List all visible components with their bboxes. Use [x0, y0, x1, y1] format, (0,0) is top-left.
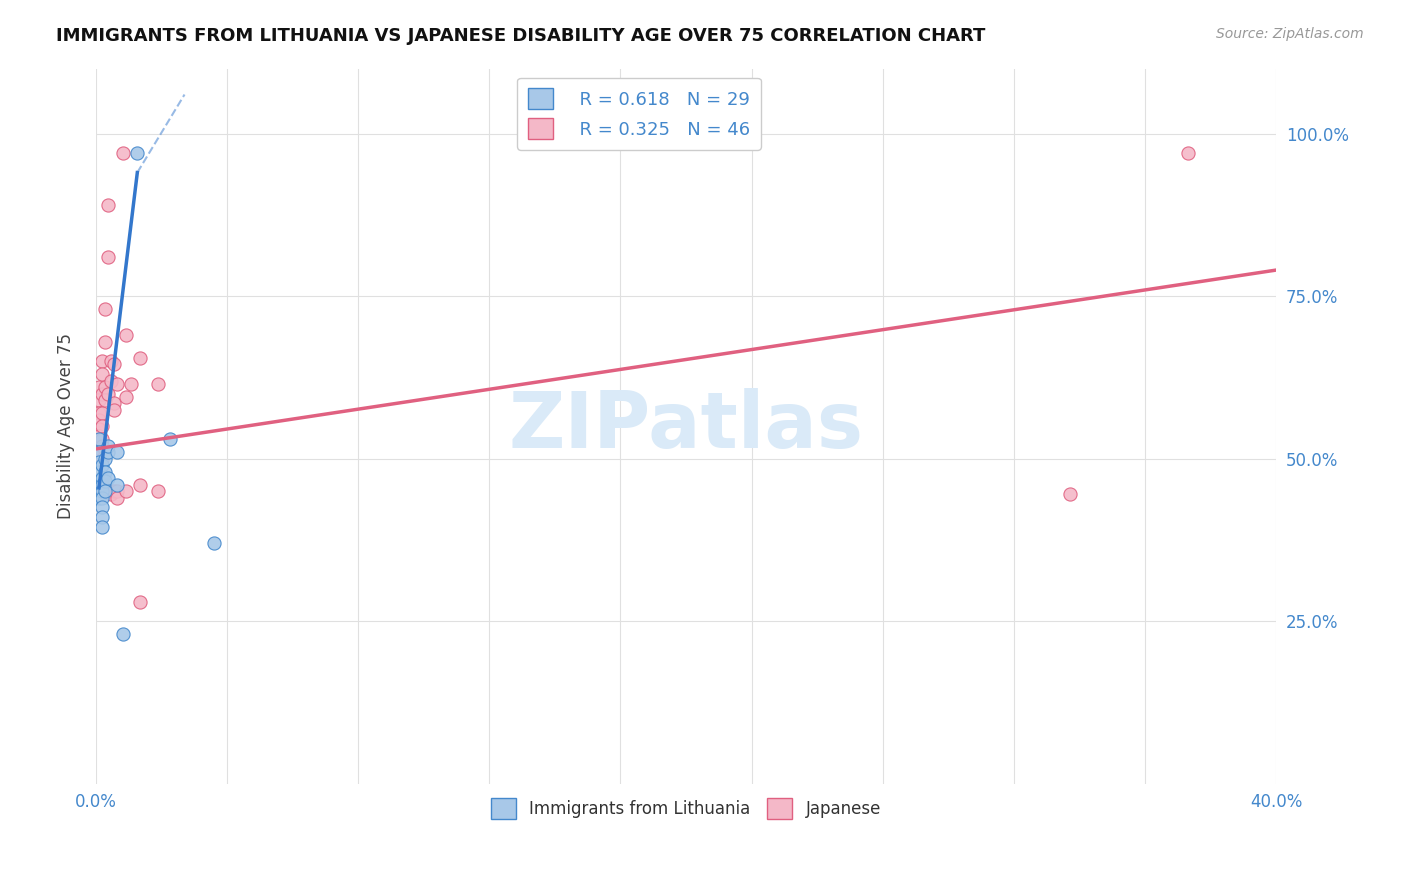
Point — [87, 422, 110, 436]
Point — [90, 500, 112, 515]
Point — [94, 465, 117, 479]
Point — [97, 250, 120, 264]
Point — [120, 376, 142, 391]
Point — [90, 439, 112, 453]
Legend: Immigrants from Lithuania, Japanese: Immigrants from Lithuania, Japanese — [485, 792, 887, 825]
Point — [105, 477, 128, 491]
Point — [90, 484, 112, 499]
Point — [103, 357, 125, 371]
Point — [100, 484, 122, 499]
Point — [114, 328, 136, 343]
Point — [100, 354, 122, 368]
Point — [202, 536, 225, 550]
Point — [1059, 487, 1081, 501]
Point — [94, 451, 117, 466]
Point — [90, 406, 112, 420]
Point — [105, 445, 128, 459]
Point — [87, 445, 110, 459]
Point — [146, 484, 169, 499]
Point — [94, 393, 117, 408]
Point — [114, 484, 136, 499]
Point — [94, 475, 117, 489]
Point — [90, 510, 112, 524]
Point — [103, 402, 125, 417]
Point — [105, 491, 128, 505]
Point — [146, 376, 169, 391]
Point — [90, 471, 112, 485]
Point — [94, 380, 117, 394]
Point — [114, 390, 136, 404]
Point — [111, 146, 134, 161]
Point — [87, 435, 110, 450]
Point — [87, 406, 110, 420]
Text: ZIPatlas: ZIPatlas — [509, 388, 863, 464]
Y-axis label: Disability Age Over 75: Disability Age Over 75 — [58, 333, 75, 519]
Point — [87, 432, 110, 446]
Point — [90, 491, 112, 505]
Point — [87, 393, 110, 408]
Point — [94, 484, 117, 499]
Point — [90, 386, 112, 401]
Point — [87, 455, 110, 469]
Point — [103, 396, 125, 410]
Point — [87, 445, 110, 459]
Point — [90, 367, 112, 381]
Point — [90, 520, 112, 534]
Point — [127, 146, 149, 161]
Point — [159, 432, 181, 446]
Point — [94, 302, 117, 317]
Point — [90, 354, 112, 368]
Point — [129, 595, 152, 609]
Point — [1177, 146, 1199, 161]
Point — [87, 412, 110, 426]
Point — [87, 465, 110, 479]
Text: Source: ZipAtlas.com: Source: ZipAtlas.com — [1216, 27, 1364, 41]
Point — [87, 380, 110, 394]
Point — [90, 458, 112, 472]
Point — [90, 477, 112, 491]
Text: IMMIGRANTS FROM LITHUANIA VS JAPANESE DISABILITY AGE OVER 75 CORRELATION CHART: IMMIGRANTS FROM LITHUANIA VS JAPANESE DI… — [56, 27, 986, 45]
Point — [105, 376, 128, 391]
Point — [129, 351, 152, 365]
Point — [90, 432, 112, 446]
Point — [97, 471, 120, 485]
Point — [103, 484, 125, 499]
Point — [90, 419, 112, 434]
Point — [97, 445, 120, 459]
Point — [100, 374, 122, 388]
Point — [94, 334, 117, 349]
Point — [87, 491, 110, 505]
Point — [97, 198, 120, 212]
Point — [97, 386, 120, 401]
Point — [100, 487, 122, 501]
Point — [90, 451, 112, 466]
Point — [87, 429, 110, 443]
Point — [87, 475, 110, 489]
Point — [87, 484, 110, 499]
Point — [111, 627, 134, 641]
Point — [105, 484, 128, 499]
Point — [97, 439, 120, 453]
Point — [129, 477, 152, 491]
Point — [87, 487, 110, 501]
